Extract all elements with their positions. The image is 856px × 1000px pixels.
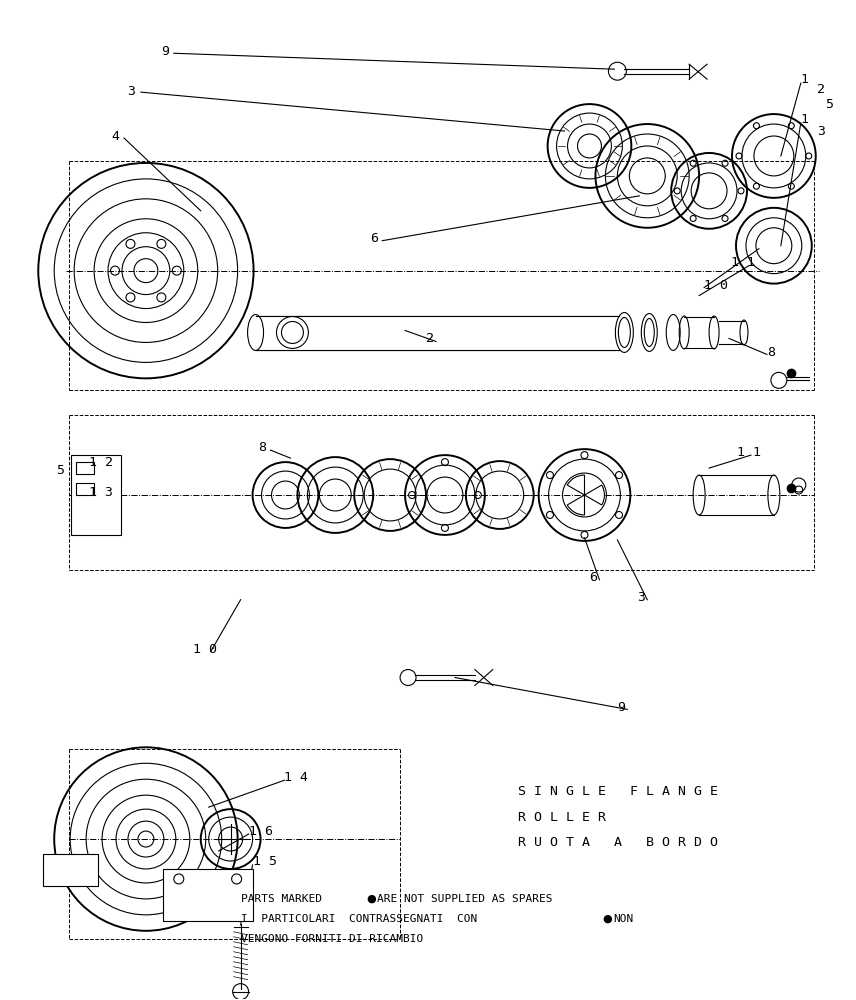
Text: 9: 9 [617,701,626,714]
Text: NON: NON [614,914,633,924]
Text: 1 1: 1 1 [731,256,755,269]
Text: 1 6: 1 6 [248,825,272,838]
Bar [76,483,94,495]
Text: 3: 3 [127,85,135,98]
Text: 1 3: 1 3 [89,486,113,499]
Text: ●: ● [366,894,376,904]
Text: 1 1: 1 1 [737,446,761,459]
Text: ARE NOT SUPPLIED AS SPARES: ARE NOT SUPPLIED AS SPARES [377,894,553,904]
Text: 5: 5 [56,464,64,477]
Text: 9: 9 [161,45,169,58]
Text: R O L L E R: R O L L E R [518,811,606,824]
Text: I  PARTICOLARI  CONTRASSEGNATI  CON: I PARTICOLARI CONTRASSEGNATI CON [241,914,477,924]
Text: 8: 8 [259,441,266,454]
Text: R U O T A   A   B O R D O: R U O T A A B O R D O [518,836,717,849]
Text: 1: 1 [800,113,809,126]
Text: 4: 4 [111,130,119,143]
Text: 1 5: 1 5 [253,855,276,868]
Bar [76,462,94,474]
Text: 1 2: 1 2 [89,456,113,469]
Text: 2: 2 [817,83,824,96]
Text: 8: 8 [767,346,775,359]
Text: 1 0: 1 0 [704,279,728,292]
Wedge shape [568,475,585,495]
Bar [44,854,98,886]
Text: VENGONO FORNITI DI RICAMBIO: VENGONO FORNITI DI RICAMBIO [241,934,423,944]
Text: 6: 6 [370,232,378,245]
Text: 1: 1 [800,73,809,86]
Text: 3: 3 [638,591,645,604]
Text: ●: ● [603,914,612,924]
Text: S I N G L E   F L A N G E: S I N G L E F L A N G E [518,785,717,798]
Text: 5: 5 [824,98,833,111]
Text: 6: 6 [590,571,597,584]
Wedge shape [585,485,604,505]
Wedge shape [568,495,585,515]
Text: 3: 3 [817,125,824,138]
Bar [163,869,253,921]
Text: PARTS MARKED: PARTS MARKED [241,894,322,904]
Text: 2: 2 [426,332,434,345]
Bar [256,316,620,350]
Text: 1 4: 1 4 [284,771,308,784]
Text: 1 0: 1 0 [193,643,217,656]
Bar [71,455,121,535]
